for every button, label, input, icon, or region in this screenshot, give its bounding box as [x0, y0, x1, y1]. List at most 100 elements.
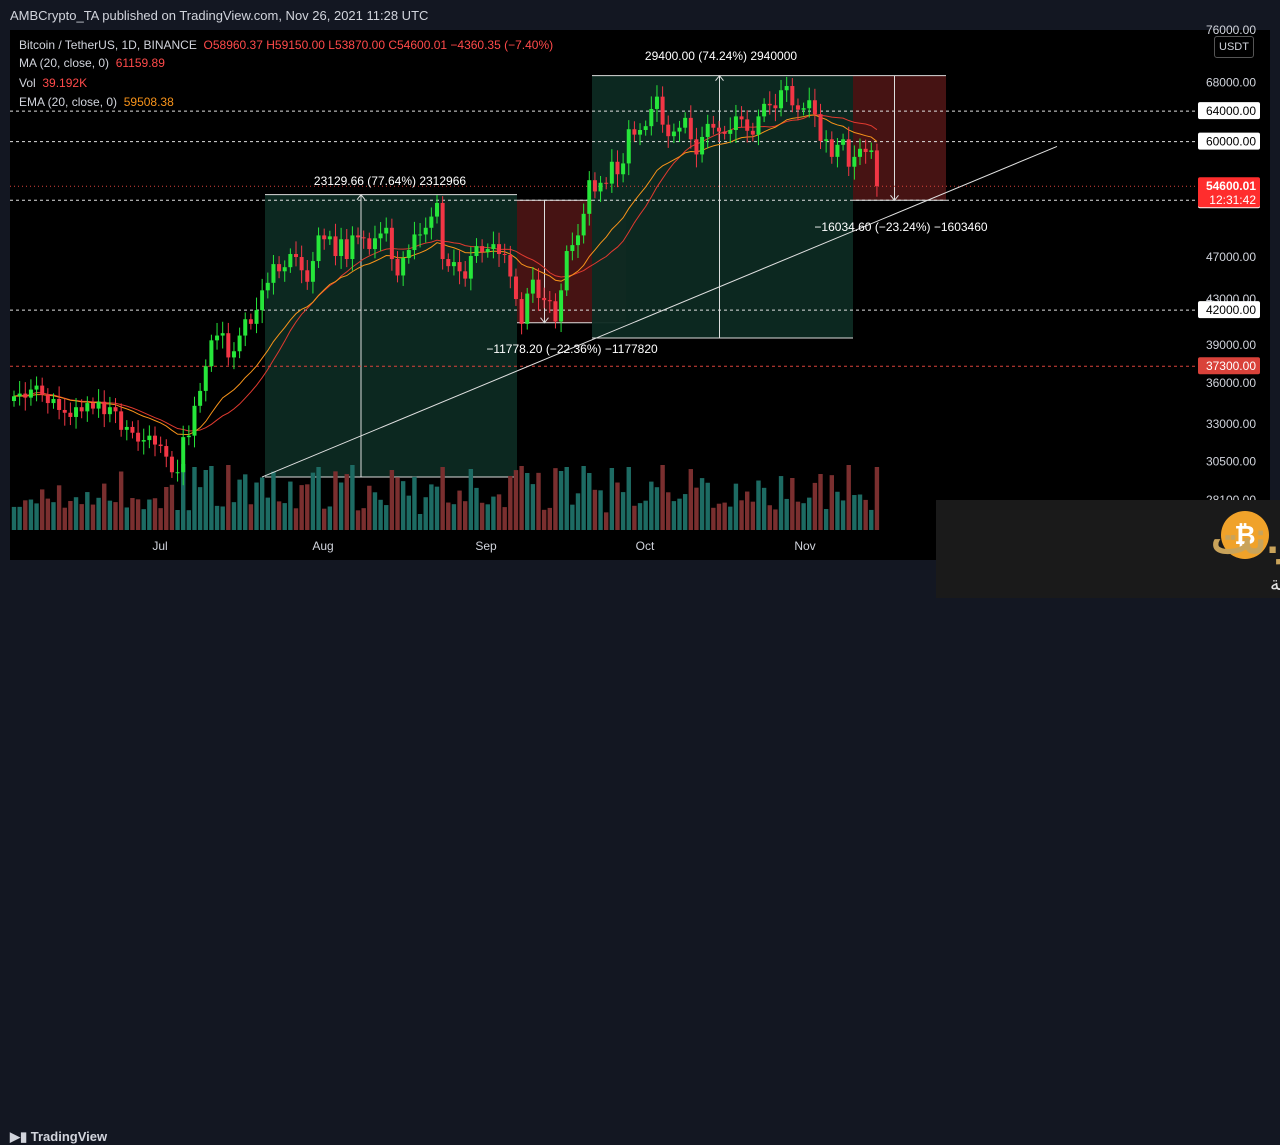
volume-bar	[474, 487, 479, 530]
candle	[243, 312, 248, 347]
volume-bar	[682, 494, 688, 530]
candle	[446, 253, 451, 272]
legend-symbol-row: Bitcoin / TetherUS, 1D, BINANCE O58960.3…	[19, 38, 553, 52]
volume-bar	[699, 478, 705, 530]
level-tag-bg	[1198, 357, 1260, 375]
volume-bar	[666, 492, 671, 530]
x-tick-label: Oct	[636, 539, 655, 553]
bitcoin-icon-glyph: ₿	[1234, 520, 1255, 550]
candle	[40, 377, 45, 402]
candle	[553, 293, 558, 329]
candle	[130, 421, 135, 439]
candle-body	[406, 250, 411, 259]
volume-bar	[181, 464, 186, 530]
legend-vol-row: Vol 39.192K	[19, 76, 87, 90]
volume-bar	[852, 495, 857, 530]
candle	[609, 149, 614, 193]
candle	[559, 283, 564, 333]
watermark-graphic: ₿ الكريبتو.نت أخبار العملات الرقمية	[1211, 511, 1280, 595]
volume-bar	[231, 502, 237, 530]
candle-body	[344, 239, 349, 260]
candle-body	[694, 139, 699, 155]
volume-bar	[389, 470, 395, 530]
volume-bar	[525, 473, 530, 530]
candle-body	[474, 246, 479, 257]
volume-bar	[203, 470, 208, 530]
candle	[711, 115, 716, 135]
candle	[626, 120, 631, 176]
legend-ema-row: EMA (20, close, 0) 59508.38	[19, 95, 174, 109]
candle-body	[181, 437, 186, 473]
candle-body	[203, 366, 208, 391]
volume-bar	[756, 480, 761, 530]
candle	[643, 120, 648, 136]
volume-bar	[773, 509, 778, 530]
currency-unit-badge[interactable]: USDT	[1214, 36, 1254, 58]
volume-bar	[581, 466, 586, 530]
candle	[220, 321, 225, 349]
ma-20-line	[13, 114, 878, 432]
candle	[299, 245, 304, 284]
volume-bar	[73, 497, 79, 530]
candle	[395, 251, 400, 283]
chart-canvas[interactable]: 23129.66 (77.64%) 2312966 29400.00 (74.24…	[0, 0, 1280, 598]
level-tag-text: 37300.00	[1206, 359, 1256, 373]
volume-bar	[536, 472, 541, 530]
candle-body	[147, 435, 152, 441]
candle	[621, 153, 626, 183]
candle	[683, 112, 688, 134]
candle-body	[519, 299, 524, 324]
candle-body	[451, 262, 456, 267]
candle	[677, 120, 682, 143]
volume-bar	[333, 471, 338, 530]
volume-bar	[107, 500, 113, 530]
candle-body	[62, 409, 67, 413]
volume-bar	[344, 474, 349, 530]
candle	[604, 177, 609, 190]
candle	[767, 91, 772, 115]
candle	[260, 278, 265, 324]
tradingview-logo[interactable]: ▶▮ TradingView	[10, 1129, 107, 1145]
candle-body	[553, 301, 558, 322]
candle	[807, 87, 812, 118]
y-tick-label: 39000.00	[1206, 338, 1256, 352]
candle-body	[164, 446, 169, 457]
candle	[457, 250, 462, 285]
candle-body	[750, 130, 755, 135]
volume-bar	[671, 501, 677, 530]
candle-body	[102, 401, 107, 415]
volume-bar	[711, 507, 716, 530]
candle-body	[795, 105, 800, 110]
x-tick-label: Jul	[152, 539, 167, 553]
candle-body	[485, 249, 490, 253]
candle-body	[299, 257, 304, 271]
volume-bar	[530, 484, 536, 530]
candle	[169, 451, 174, 478]
volume-bar	[130, 498, 135, 530]
x-tick-label: Sep	[475, 539, 497, 553]
candle	[705, 114, 710, 149]
candle-body	[508, 255, 513, 277]
volume-bar	[728, 506, 733, 530]
volume-bar	[733, 483, 739, 530]
candle	[502, 243, 507, 264]
candle	[23, 382, 28, 411]
candle	[136, 420, 141, 451]
volume-bar	[293, 508, 299, 530]
candle-body	[333, 236, 338, 257]
volume-bar	[384, 505, 389, 530]
candle-body	[440, 202, 445, 260]
volume-bar	[34, 503, 39, 530]
level-price-tag: 64000.00	[1198, 102, 1260, 120]
legend-ohlc: O58960.37 H59150.00 L53870.00 C54600.01 …	[203, 38, 554, 52]
candle	[17, 380, 22, 406]
candle-body	[846, 139, 851, 167]
candle-body	[835, 144, 840, 157]
y-tick-label: 30500.00	[1206, 454, 1256, 468]
candle	[429, 207, 434, 240]
candle-body	[23, 393, 28, 398]
candle	[497, 232, 502, 267]
candle	[418, 223, 423, 248]
candle-body	[525, 293, 530, 324]
candle-body	[733, 116, 738, 131]
